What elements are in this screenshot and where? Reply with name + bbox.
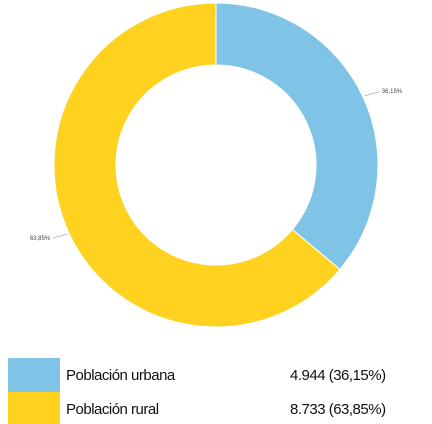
slice bbox=[215, 2, 379, 271]
slice-label: 63,85% bbox=[30, 236, 51, 242]
legend-value: 4.944 (36,15%) bbox=[290, 367, 386, 384]
legend-label: Población rural bbox=[66, 401, 159, 418]
slice bbox=[53, 2, 341, 328]
legend-value: 8.733 (63,85%) bbox=[290, 401, 386, 418]
leader-line bbox=[364, 91, 380, 97]
legend-swatch bbox=[8, 392, 60, 424]
legend-label: Población urbana bbox=[66, 367, 176, 384]
leader-line bbox=[52, 233, 68, 239]
legend-swatch bbox=[8, 358, 60, 392]
slice-label: 36,15% bbox=[382, 89, 403, 95]
